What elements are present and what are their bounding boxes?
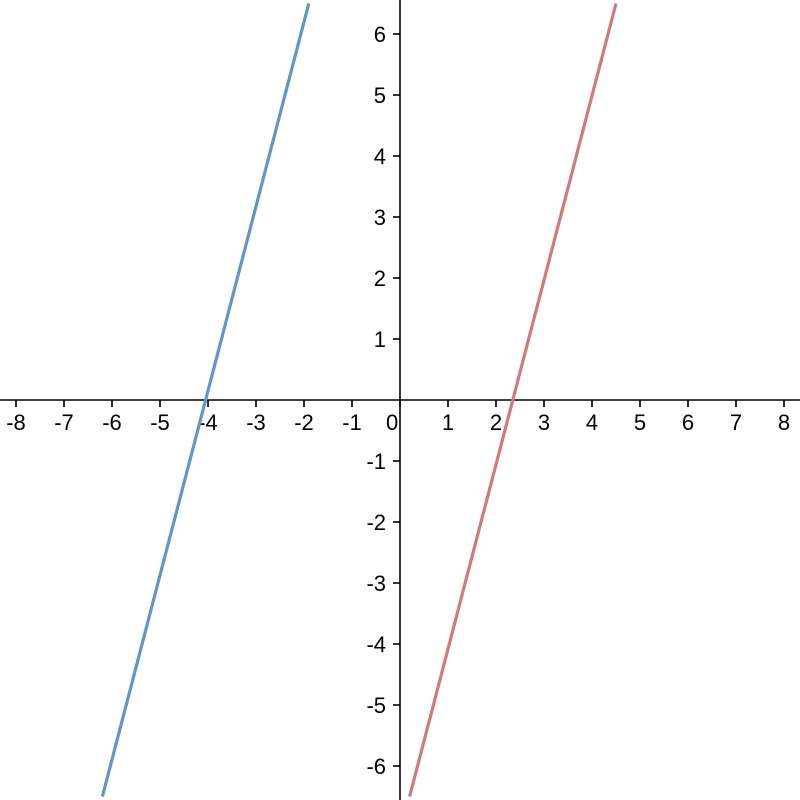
y-tick-label: 5 — [374, 83, 386, 108]
y-tick-label: -5 — [366, 693, 386, 718]
x-tick-label: 6 — [682, 410, 694, 435]
y-tick-label: 3 — [374, 205, 386, 230]
x-tick-label: 7 — [730, 410, 742, 435]
y-tick-label: -1 — [366, 449, 386, 474]
y-tick-label: 2 — [374, 266, 386, 291]
x-tick-label: 4 — [586, 410, 598, 435]
x-tick-label: -3 — [246, 410, 266, 435]
y-tick-label: 4 — [374, 144, 386, 169]
y-tick-label: -6 — [366, 754, 386, 779]
y-tick-label: 1 — [374, 327, 386, 352]
x-tick-label: -6 — [102, 410, 122, 435]
x-tick-label: 0 — [386, 410, 398, 435]
y-tick-label: -3 — [366, 571, 386, 596]
x-tick-label: 8 — [778, 410, 790, 435]
x-tick-label: -8 — [6, 410, 26, 435]
y-tick-label: -4 — [366, 632, 386, 657]
coordinate-plane-chart: -8-7-6-5-4-3-2-1012345678-6-5-4-3-2-1123… — [0, 0, 800, 800]
y-tick-label: -2 — [366, 510, 386, 535]
x-tick-label: 1 — [442, 410, 454, 435]
chart-svg: -8-7-6-5-4-3-2-1012345678-6-5-4-3-2-1123… — [0, 0, 800, 800]
x-tick-label: 3 — [538, 410, 550, 435]
x-tick-label: 5 — [634, 410, 646, 435]
x-tick-label: 2 — [490, 410, 502, 435]
x-tick-label: -2 — [294, 410, 314, 435]
x-tick-label: -1 — [342, 410, 362, 435]
x-tick-label: -5 — [150, 410, 170, 435]
x-tick-label: -7 — [54, 410, 74, 435]
y-tick-label: 6 — [374, 22, 386, 47]
